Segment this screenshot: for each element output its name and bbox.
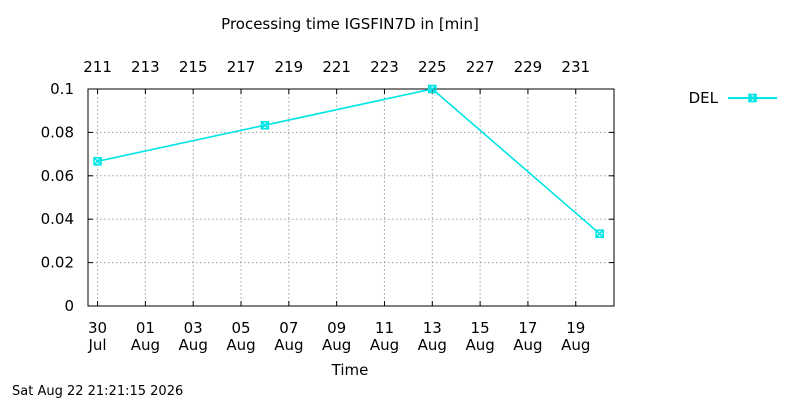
- marker-box: [93, 156, 102, 166]
- x2-tick-label: 211: [83, 58, 112, 76]
- x-tick-label-day: 09: [327, 319, 346, 337]
- x2-tick-label: 215: [179, 58, 208, 76]
- x-axis-label: Time: [331, 361, 369, 379]
- x-tick-label-month: Aug: [370, 336, 399, 354]
- marker-box: [427, 84, 437, 94]
- legend-marker: [748, 93, 757, 103]
- series-layer: [93, 84, 604, 239]
- marker-cross-b: [428, 84, 437, 94]
- data-point: [260, 120, 270, 130]
- x2-tick-label: 221: [322, 58, 351, 76]
- y-tick-label: 0.02: [41, 254, 74, 272]
- grid-layer: [88, 89, 614, 306]
- marker-cross-b: [748, 93, 757, 103]
- x-tick-label-day: 07: [279, 319, 298, 337]
- x-tick-label-day: 19: [566, 319, 585, 337]
- x-tick-label-month: Aug: [226, 336, 255, 354]
- x2-tick-label: 213: [131, 58, 160, 76]
- marker-cross-b: [595, 229, 604, 238]
- x2-tick-label: 227: [466, 58, 495, 76]
- chart-title: Processing time IGSFIN7D in [min]: [221, 15, 479, 33]
- x-tick-label-month: Aug: [131, 336, 160, 354]
- plot-frame: [87, 88, 615, 307]
- x-tick-label-month: Jul: [88, 336, 107, 354]
- data-point: [595, 229, 604, 239]
- x2-tick-label: 223: [370, 58, 399, 76]
- x-tick-label-day: 13: [423, 319, 442, 337]
- y-tick-label: 0.1: [50, 80, 74, 98]
- tick-layer: 00.020.040.060.080.121130Jul21301Aug2150…: [41, 58, 614, 354]
- y-tick-label: 0: [64, 297, 74, 315]
- x-tick-label-day: 30: [88, 319, 107, 337]
- y-tick-label: 0.08: [41, 123, 74, 141]
- x-tick-label-month: Aug: [513, 336, 542, 354]
- legend-marker-symbol: [748, 93, 757, 103]
- x-tick-label-day: 03: [184, 319, 203, 337]
- x2-tick-label: 229: [514, 58, 543, 76]
- timestamp: Sat Aug 22 21:21:15 2026: [12, 384, 183, 399]
- x-tick-label-day: 17: [518, 319, 537, 337]
- series-line-del: [97, 88, 601, 235]
- x-tick-label-day: 15: [471, 319, 490, 337]
- x2-tick-label: 217: [227, 58, 256, 76]
- legend: DEL: [689, 89, 777, 107]
- x-tick-label-day: 11: [375, 319, 394, 337]
- marker-cross-b: [93, 157, 102, 166]
- x-tick-label-day: 01: [136, 319, 155, 337]
- marker-box: [748, 93, 757, 103]
- x2-tick-label: 219: [275, 58, 304, 76]
- y-tick-label: 0.06: [41, 167, 74, 185]
- x-tick-label-month: Aug: [561, 336, 590, 354]
- marker-cross-b: [260, 121, 269, 130]
- x-tick-label-month: Aug: [322, 336, 351, 354]
- marker-box: [595, 229, 604, 239]
- x2-tick-label: 231: [561, 58, 590, 76]
- x-tick-label-day: 05: [231, 319, 250, 337]
- x2-tick-label: 225: [418, 58, 447, 76]
- x-tick-label-month: Aug: [465, 336, 494, 354]
- legend-label: DEL: [689, 89, 719, 107]
- data-point: [427, 84, 437, 94]
- x-tick-label-month: Aug: [274, 336, 303, 354]
- marker-box: [260, 120, 270, 130]
- x-tick-label-month: Aug: [179, 336, 208, 354]
- y-tick-label: 0.04: [41, 210, 74, 228]
- x-tick-label-month: Aug: [418, 336, 447, 354]
- data-point: [93, 156, 102, 166]
